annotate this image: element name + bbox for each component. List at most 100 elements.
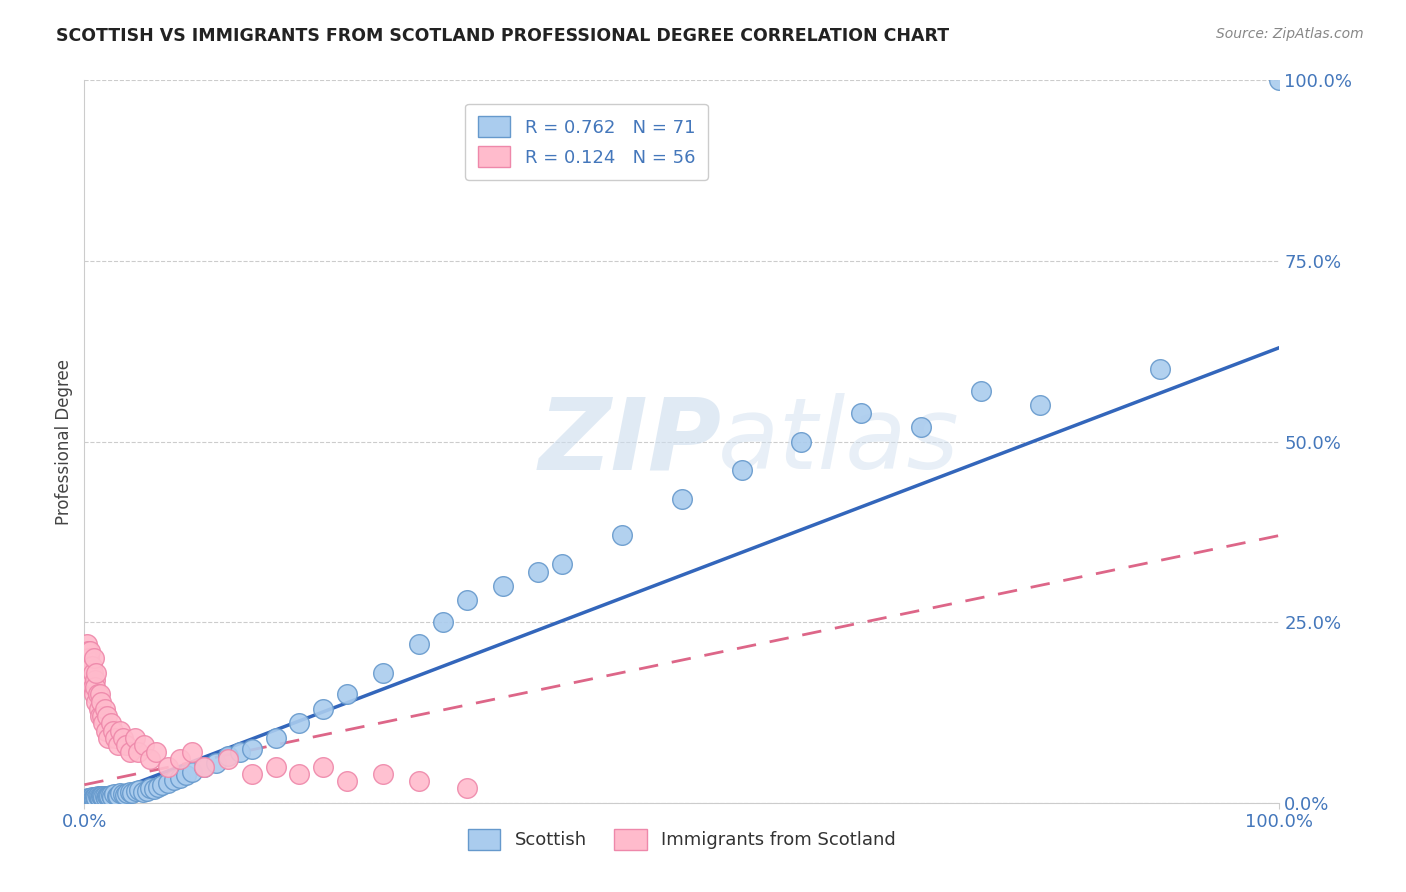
Point [910,420,932,434]
Point [181,745,204,759]
Point [96,709,118,723]
Point [790,434,813,449]
Point [205,756,228,770]
Point [77,791,100,805]
Point [83,651,105,665]
Point [157,760,180,774]
Point [97,789,120,804]
Point [93,716,115,731]
Point [82,790,104,805]
Point [671,492,693,507]
Point [80,673,103,687]
Point [107,789,129,804]
Point [288,716,311,731]
Text: atlas: atlas [718,393,959,490]
Point [193,760,215,774]
Point [111,731,134,745]
Point [77,644,100,658]
Point [105,789,128,803]
Point [264,760,287,774]
Point [77,651,100,665]
Point [91,789,114,803]
Point [456,593,478,607]
Point [373,767,395,781]
Point [240,767,263,781]
Point [142,782,165,797]
Point [240,741,263,756]
Point [77,665,100,680]
Point [93,789,115,804]
Point [163,772,186,787]
Point [83,687,105,701]
Point [527,565,550,579]
Point [87,790,110,805]
Point [121,786,143,800]
Point [110,723,132,738]
Point [79,665,101,680]
Point [75,792,97,806]
Point [145,745,167,759]
Point [86,789,108,804]
Point [217,752,239,766]
Point [100,716,122,731]
Point [312,702,335,716]
Point [77,790,100,805]
Point [82,665,104,680]
Point [89,709,111,723]
Point [181,765,204,780]
Point [94,790,117,805]
Point [135,783,157,797]
Point [114,788,136,802]
Point [229,745,252,759]
Point [157,775,180,789]
Point [86,687,108,701]
Point [111,787,134,801]
Point [101,790,124,805]
Point [75,658,97,673]
Point [86,790,108,805]
Point [264,731,287,745]
Point [84,680,107,694]
Point [851,406,873,420]
Point [97,731,120,745]
Point [169,752,191,766]
Text: ZIP: ZIP [538,393,721,490]
Point [312,760,335,774]
Point [76,637,98,651]
Point [217,748,239,763]
Point [82,680,104,694]
Point [336,687,359,701]
Y-axis label: Professional Degree: Professional Degree [55,359,73,524]
Point [118,785,141,799]
Point [148,780,170,794]
Point [193,760,215,774]
Point [77,658,100,673]
Point [83,791,105,805]
Point [169,771,191,785]
Point [373,665,395,680]
Point [107,738,129,752]
Point [1029,398,1052,412]
Point [174,768,197,782]
Point [970,384,993,398]
Text: Source: ZipAtlas.com: Source: ZipAtlas.com [1216,27,1364,41]
Point [1268,73,1291,87]
Point [125,784,148,798]
Point [100,788,122,802]
Point [551,558,574,572]
Point [456,781,478,796]
Point [79,792,101,806]
Point [139,752,162,766]
Point [79,644,101,658]
Point [117,786,139,800]
Point [103,787,125,801]
Point [90,695,112,709]
Point [87,702,110,716]
Point [128,782,150,797]
Point [288,767,311,781]
Point [101,723,124,738]
Point [432,615,454,630]
Point [104,731,127,745]
Text: SCOTTISH VS IMMIGRANTS FROM SCOTLAND PROFESSIONAL DEGREE CORRELATION CHART: SCOTTISH VS IMMIGRANTS FROM SCOTLAND PRO… [56,27,949,45]
Legend: Scottish, Immigrants from Scotland: Scottish, Immigrants from Scotland [458,820,905,859]
